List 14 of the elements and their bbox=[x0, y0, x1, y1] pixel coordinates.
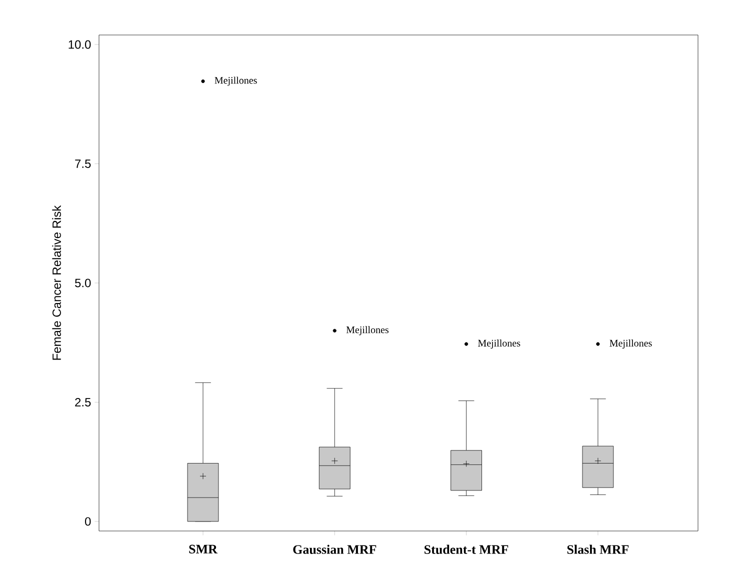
y-tick-label: 0 bbox=[85, 517, 91, 526]
annotation: Mejillones bbox=[346, 326, 389, 336]
x-tick-label: Slash MRF bbox=[567, 544, 629, 554]
x-tick-label: Gaussian MRF bbox=[293, 544, 376, 554]
annotation: Mejillones bbox=[478, 339, 520, 349]
x-tick-label: SMR bbox=[189, 544, 218, 554]
y-tick-label: 7.5 bbox=[75, 160, 91, 168]
y-axis-title: Female Cancer Relative Risk bbox=[52, 205, 61, 360]
y-tick-label: 5.0 bbox=[75, 278, 91, 288]
y-tick-label: 10.0 bbox=[68, 40, 91, 49]
annotation: Mejillones bbox=[610, 339, 652, 349]
annotation: Mejillones bbox=[214, 76, 257, 86]
x-tick-label: Student-t MRF bbox=[424, 544, 508, 554]
y-tick-label: 2.5 bbox=[75, 398, 91, 406]
